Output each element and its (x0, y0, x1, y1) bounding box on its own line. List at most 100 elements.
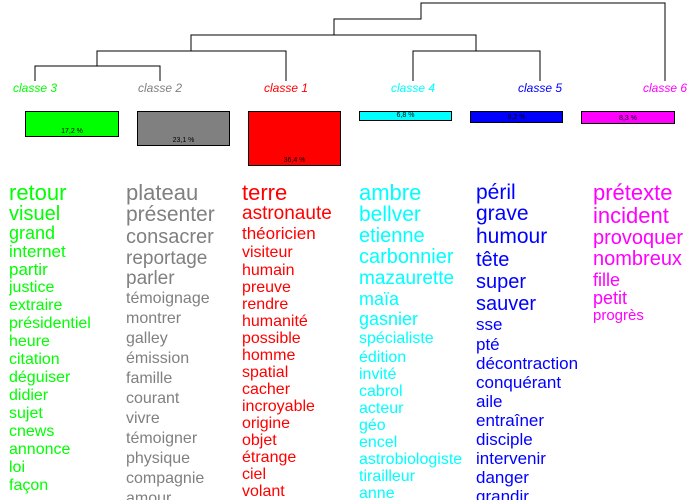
word-item: preuve (242, 279, 291, 296)
dendrogram-link-3-2 (34, 65, 161, 81)
word-item: visuel (9, 203, 61, 225)
word-item: aile (476, 392, 503, 411)
word-item: gasnier (359, 309, 419, 329)
word-item: présenter (126, 203, 215, 226)
word-item: nombreux (593, 248, 682, 270)
word-item: présidentiel (9, 315, 91, 332)
dendrogram-link-root-6 (333, 2, 666, 81)
word-item: petit (593, 288, 628, 308)
class-2-percent: 23,1 % (172, 137, 195, 144)
word-item: visiteur (242, 244, 293, 261)
word-item: témoigner (126, 430, 198, 447)
class-3-label: classe 3 (12, 81, 58, 95)
word-item: citation (9, 351, 60, 368)
word-item: cnews (9, 423, 55, 440)
word-item: disciple (476, 430, 533, 449)
class-1-label: classe 1 (263, 81, 309, 95)
word-item: bellver (359, 203, 421, 226)
word-item: humanité (242, 313, 308, 330)
word-item: encel (359, 434, 398, 451)
word-item: péril (476, 182, 516, 204)
dendrogram-link-321-45 (190, 34, 477, 51)
word-item: spatial (242, 364, 289, 381)
class-1-word-list: terre astronaute théoricien visiteur humain p… (242, 182, 358, 500)
word-item: mazaurette (359, 268, 455, 289)
word-item: loi (9, 459, 26, 476)
class-4-percent: 6,8 % (396, 112, 415, 119)
word-item: volant (242, 483, 285, 500)
word-item: courant (126, 390, 180, 407)
word-item: reportage (126, 248, 208, 269)
class-1-percent: 36,4 % (283, 157, 306, 164)
word-item: spécialiste (359, 330, 434, 347)
word-item: amour (126, 490, 172, 500)
word-item: sse (476, 315, 503, 334)
word-item: internet (9, 242, 66, 261)
word-item: prétexte (593, 182, 673, 205)
word-item: danger (476, 468, 529, 487)
word-item: incroyable (242, 398, 315, 415)
class-2-word-list: plateau présenter consacrer reportage parler… (126, 182, 242, 500)
word-item: terre (242, 182, 288, 205)
word-item: objet (242, 432, 277, 449)
word-item: fille (593, 270, 621, 290)
class-6-label: classe 6 (642, 81, 688, 95)
word-item: heure (9, 333, 50, 350)
word-item: cacher (242, 381, 291, 398)
word-item: vivre (126, 410, 160, 427)
word-item: grand (9, 223, 56, 243)
word-item: cabrol (359, 383, 403, 400)
word-item: physique (126, 450, 191, 467)
word-item: pté (476, 335, 500, 354)
word-item: famille (126, 370, 173, 387)
class-5-label: classe 5 (517, 81, 563, 95)
word-item: etienne (359, 225, 425, 247)
word-item: émission (126, 350, 190, 367)
word-item: rendre (242, 296, 289, 313)
word-item: partir (9, 260, 48, 279)
word-item: invité (359, 366, 397, 383)
word-item: conquérant (476, 373, 562, 392)
dendrogram-link-4-5 (412, 50, 541, 81)
word-item: tirailleur (359, 468, 416, 485)
word-item: incident (593, 203, 669, 228)
word-item: acteur (359, 400, 404, 417)
word-item: galley (126, 330, 168, 347)
class-6-percent: 8,3 % (619, 115, 637, 122)
word-item: ciel (242, 466, 267, 483)
dendrogram (34, 2, 666, 81)
word-item: édition (359, 349, 407, 366)
class-4-bar: 6,8 % (359, 111, 452, 121)
word-item: parler (126, 268, 175, 289)
word-item: ambre (359, 182, 422, 205)
class-5-percent: 8,2 % (507, 114, 526, 121)
word-item: annonce (9, 441, 71, 458)
word-item: provoquer (593, 227, 684, 249)
word-item: humain (242, 262, 295, 279)
class-5-word-list: péril grave humour tête super sauver sse pté déc… (476, 182, 581, 500)
class-3-bar: 17,2 % (25, 111, 119, 137)
class-6-bar: 8,3 % (581, 111, 675, 124)
word-item: grave (476, 202, 529, 225)
class-1-bar: 36,4 % (248, 111, 341, 166)
word-item: géo (359, 417, 386, 434)
class-6-word-list: prétexte incident provoquer nombreux fille pe… (593, 182, 700, 500)
word-item: carbonnier (359, 246, 454, 268)
word-item: super (476, 271, 527, 293)
word-item: anne (359, 485, 395, 500)
class-2-bar: 23,1 % (137, 111, 230, 146)
word-item: sujet (9, 405, 43, 422)
class-5-bar: 8,2 % (470, 111, 563, 123)
word-item: consacrer (126, 226, 214, 248)
class-3-percent: 17,2 % (61, 128, 83, 135)
word-item: entraîner (476, 411, 545, 430)
word-item: décontraction (476, 354, 579, 373)
word-item: didier (9, 387, 49, 404)
word-item: compagnie (126, 470, 205, 487)
word-item: astrobiologiste (359, 451, 463, 468)
word-item: retour (9, 182, 67, 205)
word-item: sauver (476, 293, 537, 315)
class-2-label: classe 2 (137, 81, 183, 95)
word-item: grandir (476, 487, 529, 500)
word-item: astronaute (242, 203, 332, 224)
